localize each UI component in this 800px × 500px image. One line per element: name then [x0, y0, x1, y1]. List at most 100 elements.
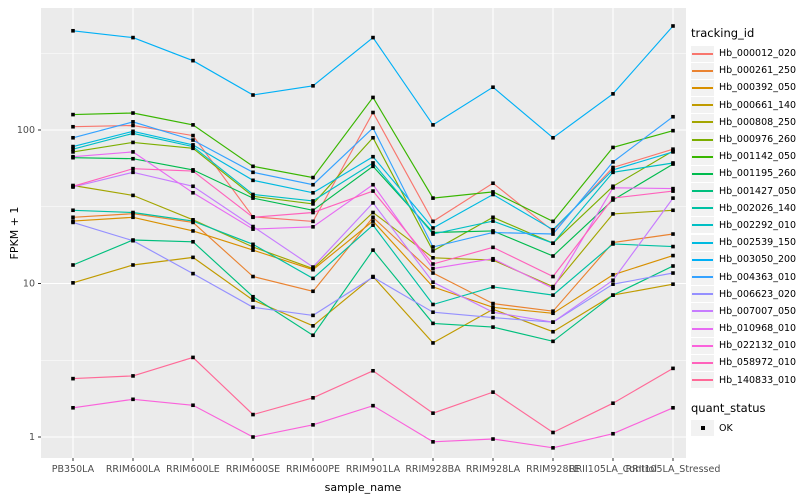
x-tick-label: RRIM901LA: [346, 464, 401, 475]
data-point: [671, 244, 675, 249]
data-point: [371, 95, 375, 100]
data-point: [611, 212, 615, 216]
data-point: [71, 263, 75, 267]
data-point: [611, 272, 615, 277]
data-point: [71, 147, 75, 151]
data-point: [431, 285, 435, 289]
data-point: [371, 161, 375, 165]
data-point: [611, 431, 615, 436]
data-point: [671, 189, 675, 193]
data-point: [671, 208, 675, 213]
data-point: [431, 411, 435, 415]
data-point: [671, 264, 675, 268]
data-point: [611, 293, 615, 297]
data-point: [191, 255, 195, 260]
legend-line-swatch-icon: [691, 320, 714, 337]
data-point: [491, 219, 495, 223]
x-tick-label: PB350LA: [52, 464, 95, 475]
data-point: [491, 437, 495, 441]
legend-title-tracking-id: tracking_id: [691, 26, 755, 40]
legend-item-Hb_000808_250: Hb_000808_250: [691, 114, 799, 131]
data-point: [191, 403, 195, 408]
y-tick-label: 1: [29, 432, 35, 443]
data-point: [251, 227, 255, 231]
data-point: [71, 405, 75, 410]
data-point: [371, 182, 375, 187]
data-point: [551, 286, 555, 291]
data-point: [191, 58, 195, 63]
data-point: [251, 93, 255, 97]
data-point: [131, 120, 135, 124]
quant-status-legend: quant_status OK: [691, 401, 799, 437]
legend-line-swatch-icon: [691, 217, 714, 234]
data-point: [551, 254, 555, 258]
data-point: [311, 333, 315, 338]
legend-line-swatch-icon: [691, 337, 714, 354]
data-point: [131, 111, 135, 115]
data-point: [251, 224, 255, 229]
data-point: [251, 242, 255, 247]
legend-line-swatch-icon: [691, 354, 714, 371]
legend-item-Hb_002292_010: Hb_002292_010: [691, 217, 799, 234]
legend-label: Hb_002026_140: [719, 202, 797, 214]
data-point: [71, 220, 75, 225]
data-point: [671, 366, 675, 371]
data-point: [551, 320, 555, 324]
data-point: [611, 170, 615, 175]
data-point: [431, 271, 435, 275]
data-point: [191, 271, 195, 276]
data-point: [131, 156, 135, 161]
data-point: [311, 324, 315, 328]
data-point: [131, 210, 135, 215]
data-point: [671, 24, 675, 28]
data-point: [491, 230, 495, 235]
data-point: [191, 143, 195, 147]
data-point: [671, 196, 675, 200]
data-point: [131, 215, 135, 220]
data-point: [131, 193, 135, 198]
data-point: [671, 253, 675, 258]
data-point: [71, 154, 75, 159]
data-point: [311, 210, 315, 215]
legend-item-Hb_000392_050: Hb_000392_050: [691, 79, 799, 96]
data-point: [71, 184, 75, 189]
data-point: [251, 170, 255, 175]
legend-label: Hb_000392_050: [719, 82, 797, 94]
legend-label: Hb_022132_010: [719, 340, 797, 352]
legend-line-swatch-icon: [691, 372, 714, 389]
data-point: [611, 92, 615, 96]
data-point: [371, 126, 375, 130]
data-point: [611, 186, 615, 190]
data-point: [611, 198, 615, 202]
y-tick-label: 100: [17, 125, 35, 136]
data-point: [71, 150, 75, 154]
data-point: [551, 241, 555, 246]
data-point: [191, 138, 195, 142]
data-point: [251, 164, 255, 169]
data-point: [71, 124, 75, 129]
ok-square-marker-icon: [691, 420, 714, 437]
legend-line-swatch-icon: [691, 183, 714, 200]
legend-label: Hb_000261_250: [719, 65, 797, 77]
data-point: [251, 178, 255, 183]
data-point: [551, 232, 555, 236]
legend-items: Hb_000012_020 Hb_000261_250 Hb_000392_050 H…: [691, 45, 799, 389]
legend-label: Hb_001427_050: [719, 185, 797, 197]
data-point: [671, 232, 675, 236]
data-point: [671, 271, 675, 275]
legend-label: Hb_001142_050: [719, 151, 797, 163]
data-point: [431, 245, 435, 249]
data-point: [491, 192, 495, 197]
legend-label: Hb_002539_150: [719, 237, 797, 249]
data-point: [671, 282, 675, 286]
data-point: [131, 263, 135, 267]
legend-line-swatch-icon: [691, 165, 714, 182]
data-point: [311, 289, 315, 294]
data-point: [251, 245, 255, 249]
legend-label: Hb_007007_050: [719, 305, 797, 317]
legend-label: Hb_002292_010: [719, 219, 797, 231]
data-point: [311, 276, 315, 281]
data-point: [671, 114, 675, 119]
data-point: [431, 341, 435, 345]
